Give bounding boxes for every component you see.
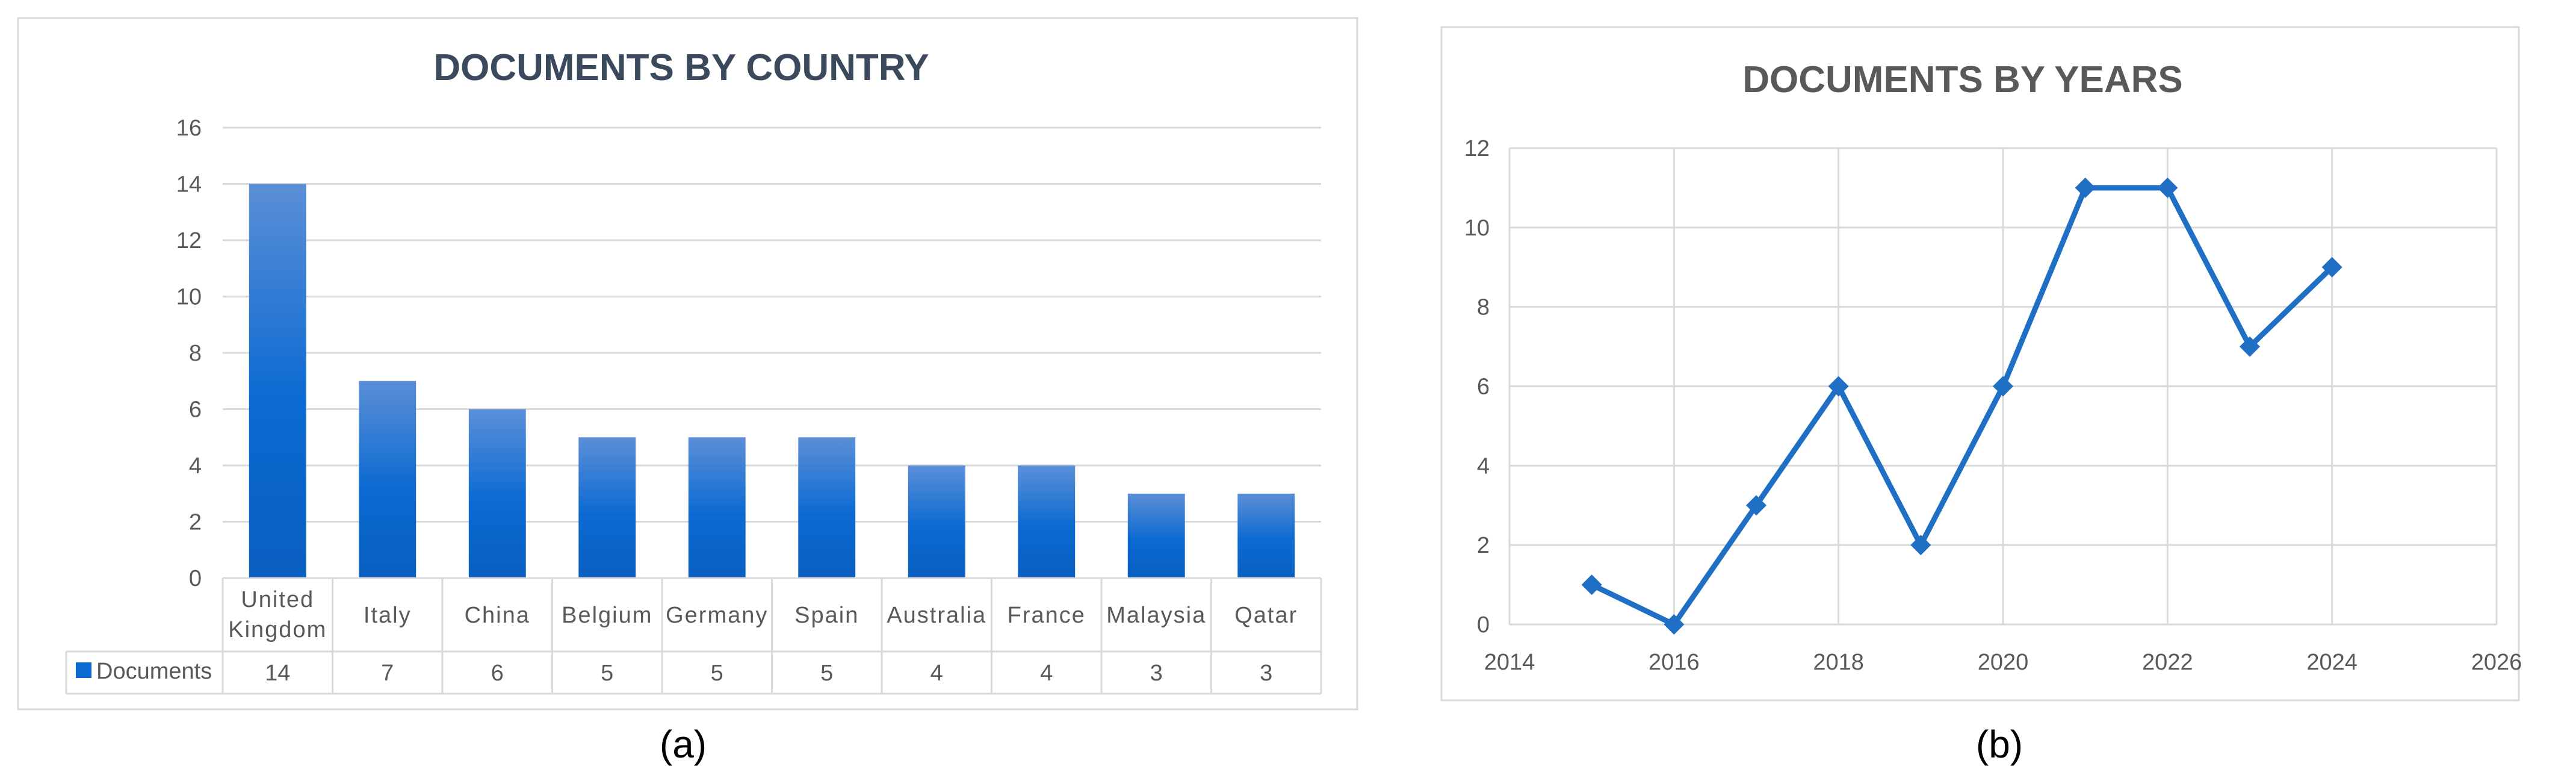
bar-united-kingdom [249,184,306,578]
point-2017 [1746,495,1766,516]
chart-b-title: DOCUMENTS BY YEARS [1742,59,2183,101]
x-tick-label: 2026 [2471,650,2522,675]
point-2019 [1910,535,1931,556]
table-value: 3 [1260,661,1272,686]
table-value: 6 [491,661,504,686]
x-category-label: Spain [794,603,859,628]
panel-b-frame [1440,26,2520,702]
point-2015 [1581,574,1602,596]
chart-b-y-ticks: 0 2 4 6 8 10 12 [1464,136,1490,638]
bar-spain [798,437,856,578]
y-tick-label: 10 [1464,216,1490,241]
chart-a-data-table: Documents United Kingdom 14 Italy 7 China 6 Belg… [65,577,1322,695]
chart-b-x-ticks: 2014 2016 2018 2020 2022 2024 2026 [1484,650,2522,675]
point-2016 [1664,614,1685,635]
x-category-label: United Kingdom [228,587,327,642]
bar-malaysia [1127,493,1185,578]
point-2020 [1993,376,2013,397]
x-category-label: Australia [887,603,986,628]
x-category-label: France [1008,603,1086,628]
x-category-label: Belgium [562,603,652,628]
chart-a-bars [249,184,1295,578]
table-value: 5 [601,661,613,686]
x-tick-label: 2014 [1484,650,1535,675]
bar-qatar [1237,493,1295,578]
table-value: 4 [1040,661,1053,686]
bar-australia [908,465,965,578]
bar-germany [688,437,746,578]
bar-belgium [578,437,636,578]
table-value: 3 [1150,661,1163,686]
x-tick-label: 2022 [2142,650,2193,675]
table-value: 5 [711,661,723,686]
x-category-label: China [465,603,530,628]
table-value: 5 [820,661,833,686]
bar-china [468,409,526,578]
legend-swatch [76,662,91,678]
table-value: 14 [265,661,290,686]
y-tick-label: 12 [176,228,202,254]
y-tick-label: 10 [176,285,202,310]
x-tick-label: 2018 [1813,650,1864,675]
y-tick-label: 2 [189,510,202,535]
bar-italy [359,381,416,578]
chart-a-title: DOCUMENTS BY COUNTRY [433,47,929,89]
y-tick-label: 2 [1477,533,1490,558]
y-tick-label: 8 [1477,295,1490,320]
y-tick-label: 0 [189,566,202,591]
x-tick-label: 2024 [2306,650,2358,675]
series-line [1590,185,2334,627]
point-2023 [2240,336,2260,357]
x-tick-label: 2020 [1978,650,2029,675]
y-tick-label: 6 [189,397,202,423]
chart-a-y-ticks: 0 2 4 6 8 10 12 14 16 [176,116,202,591]
bar-france [1018,465,1076,578]
y-tick-label: 0 [1477,612,1490,638]
y-tick-label: 16 [176,116,202,141]
x-category-label: Qatar [1234,603,1298,628]
y-tick-label: 12 [1464,136,1490,161]
panel-a: DOCUMENTS BY COUNTRY 0 2 4 6 8 10 12 14 16 Docum… [17,17,1358,711]
legend-entry-documents: Documents [96,659,212,684]
panel-a-label: (a) [660,723,707,766]
x-category-label: Italy [364,603,412,628]
y-tick-label: 4 [189,453,202,479]
panel-b-label: (b) [1976,723,2023,766]
y-tick-label: 14 [176,172,202,198]
point-2024 [2321,257,2342,278]
y-tick-label: 4 [1477,453,1490,479]
point-2018 [1828,376,1849,397]
point-2022 [2157,177,2178,198]
chart-b-gridlines [1508,147,2498,626]
chart-b-series [1581,177,2342,635]
table-value: 4 [930,661,943,686]
table-value: 7 [381,661,394,686]
x-tick-label: 2016 [1649,650,1700,675]
panel-a-frame [17,17,1358,711]
x-category-label: Germany [666,603,768,628]
point-2021 [2075,177,2096,198]
y-tick-label: 6 [1477,375,1490,400]
x-category-label: Malaysia [1106,603,1206,628]
y-tick-label: 8 [189,341,202,366]
